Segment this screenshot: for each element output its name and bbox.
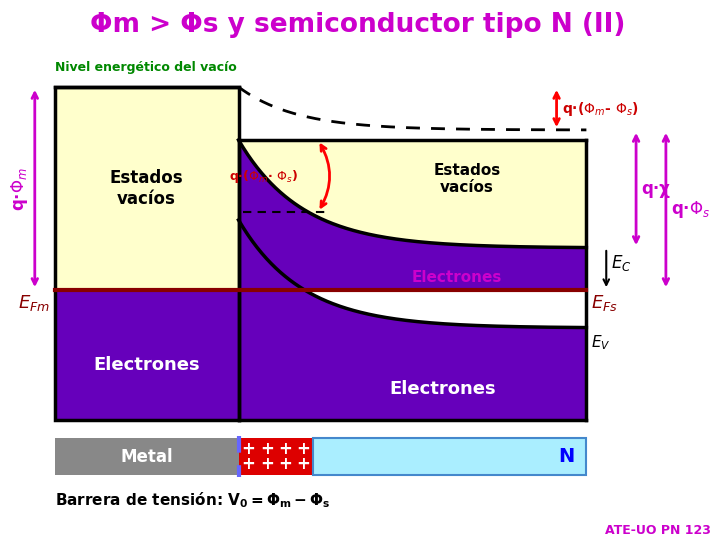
Polygon shape	[238, 140, 586, 290]
Text: Barrera de tensión: $\mathbf{V_0 = \Phi_m - \Phi_s}$: Barrera de tensión: $\mathbf{V_0 = \Phi_…	[55, 490, 330, 510]
Text: Electrones: Electrones	[94, 356, 200, 374]
Text: $E_{Fm}$: $E_{Fm}$	[17, 293, 50, 313]
Text: ATE-UO PN 123: ATE-UO PN 123	[605, 523, 711, 537]
Text: +: +	[241, 440, 256, 458]
Bar	[55, 438, 238, 475]
Text: Estados
vacíos: Estados vacíos	[433, 163, 500, 195]
Text: q·($\Phi_m$· $\Phi_s$): q·($\Phi_m$· $\Phi_s$)	[229, 167, 298, 185]
Text: +: +	[296, 455, 310, 473]
Bar	[313, 438, 586, 475]
Text: $E_C$: $E_C$	[611, 253, 632, 273]
Text: +: +	[278, 440, 292, 458]
Text: Electrones: Electrones	[412, 271, 503, 286]
Text: $E_{Fs}$: $E_{Fs}$	[591, 293, 618, 313]
Text: q·$\Phi_s$: q·$\Phi_s$	[671, 199, 710, 220]
Text: +: +	[260, 455, 274, 473]
Text: +: +	[296, 440, 310, 458]
Text: Φm > Φs y semiconductor tipo N (II): Φm > Φs y semiconductor tipo N (II)	[90, 12, 626, 38]
Text: +: +	[260, 440, 274, 458]
Text: Estados
vacíos: Estados vacíos	[109, 169, 184, 208]
Polygon shape	[55, 87, 238, 290]
Text: q·$\Phi_m$: q·$\Phi_m$	[9, 166, 30, 211]
Polygon shape	[238, 140, 586, 247]
Text: N: N	[559, 447, 575, 466]
Text: +: +	[241, 455, 256, 473]
Text: q·χ: q·χ	[641, 180, 670, 198]
Text: Electrones: Electrones	[389, 380, 495, 398]
Polygon shape	[55, 290, 238, 420]
Text: $E_V$: $E_V$	[591, 333, 611, 352]
Text: +: +	[278, 455, 292, 473]
Text: q·($\Phi_m$- $\Phi_s$): q·($\Phi_m$- $\Phi_s$)	[562, 99, 638, 118]
Text: Metal: Metal	[120, 448, 173, 465]
Bar	[238, 438, 313, 475]
Text: Nivel energético del vacío: Nivel energético del vacío	[55, 60, 236, 73]
Polygon shape	[238, 220, 586, 420]
